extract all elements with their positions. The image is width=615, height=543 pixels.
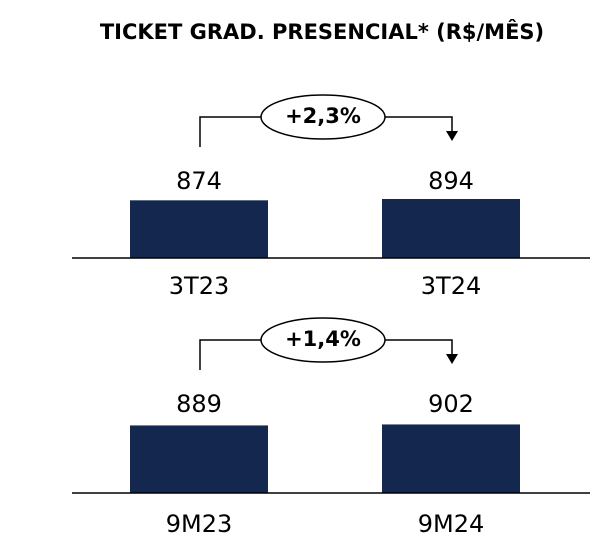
x-tick-label: 3T23 bbox=[169, 272, 229, 300]
value-label: 874 bbox=[176, 167, 222, 195]
annotation: +1,4% bbox=[285, 327, 361, 351]
annotation-ellipse bbox=[260, 317, 386, 363]
bracket bbox=[199, 116, 453, 147]
bar bbox=[130, 425, 268, 493]
bar bbox=[382, 424, 520, 493]
bar bbox=[130, 200, 268, 258]
arrow-head bbox=[446, 354, 458, 364]
bar bbox=[382, 198, 520, 258]
value-label: 894 bbox=[428, 167, 474, 195]
annotation: +2,3% bbox=[285, 104, 361, 128]
chart-title: TICKET GRAD. PRESENCIAL* (R$/MÊS) bbox=[100, 19, 544, 44]
value-label: 902 bbox=[428, 390, 474, 418]
bracket bbox=[199, 339, 453, 370]
x-tick-label: 3T24 bbox=[421, 272, 481, 300]
x-tick-label: 9M24 bbox=[418, 510, 485, 538]
arrow-head bbox=[446, 131, 458, 141]
x-tick-label: 9M23 bbox=[166, 510, 233, 538]
value-label: 889 bbox=[176, 390, 222, 418]
annotation-ellipse bbox=[260, 94, 386, 140]
